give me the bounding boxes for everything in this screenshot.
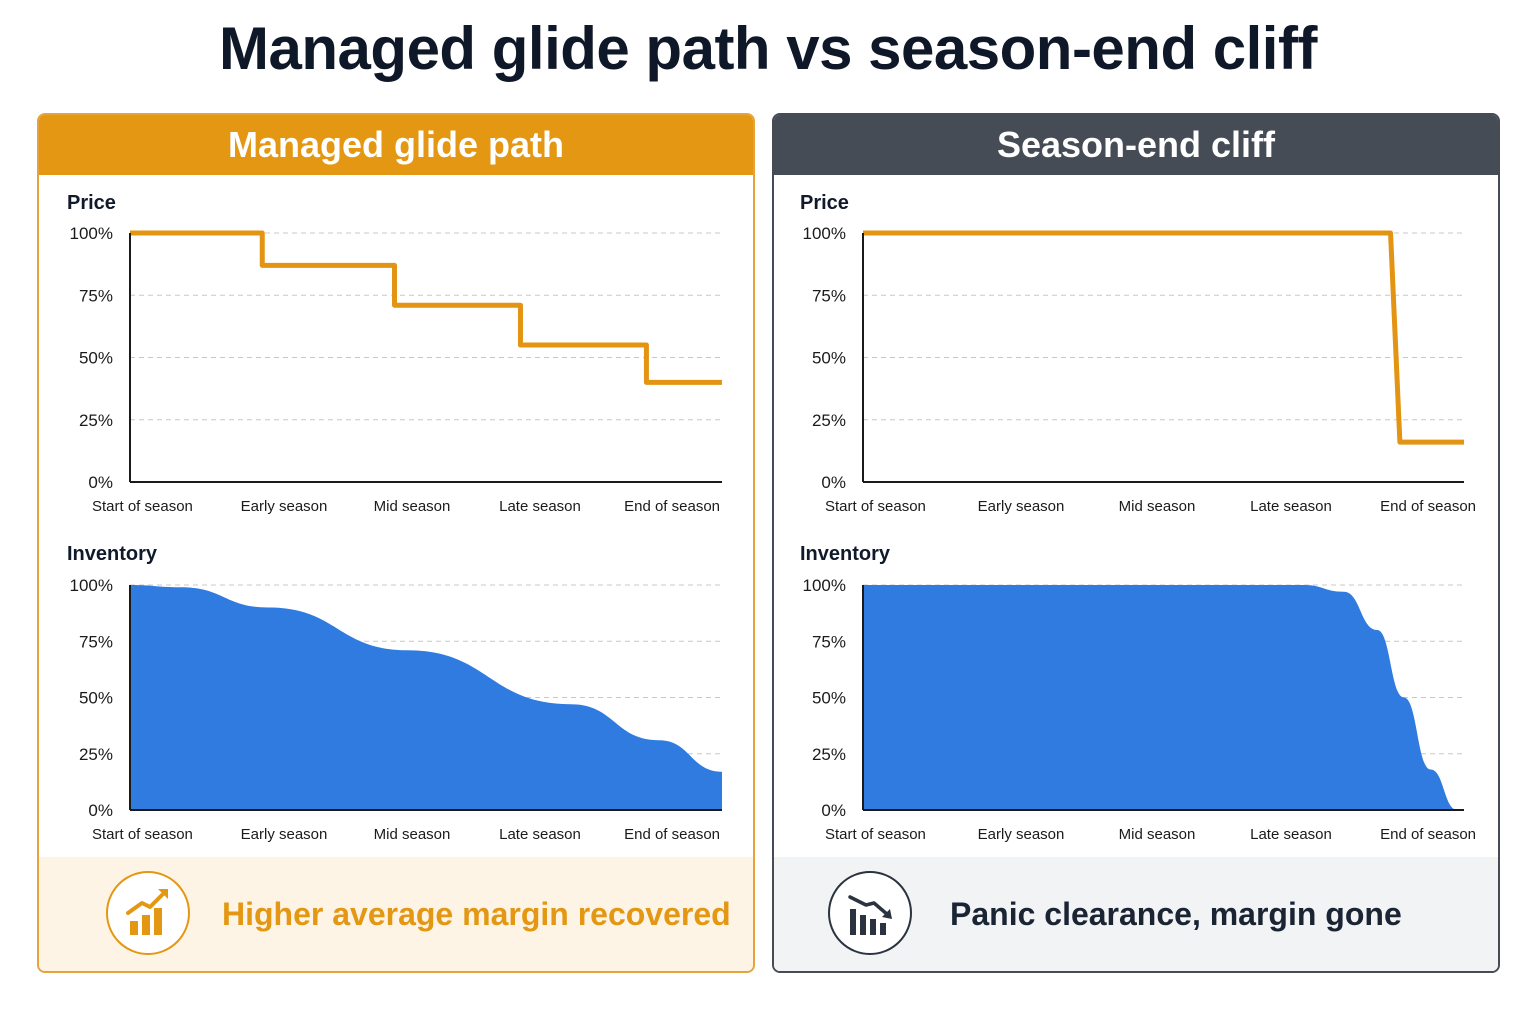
inventory-y-tick-label: 25% [812, 745, 846, 764]
price-x-tick-label: End of season [1380, 498, 1476, 515]
inventory-x-tick-label: Late season [1250, 826, 1332, 843]
footer-text-cliff: Panic clearance, margin gone [950, 896, 1402, 932]
cliff-charts: Price 100% 75% 50% 25% 0% Start of season Early… [800, 192, 1476, 843]
page-title: Managed glide path vs season-end cliff [219, 15, 1317, 82]
price-x-tick-label: Mid season [1119, 498, 1196, 515]
price-x-tick-label: Mid season [374, 498, 451, 515]
price-y-tick-label: 50% [79, 349, 113, 368]
inventory-chart-title: Inventory [800, 543, 891, 565]
price-x-tick-label: End of season [624, 498, 720, 515]
inventory-y-tick-label: 100% [803, 576, 846, 595]
panel-header-cliff: Season-end cliff [774, 115, 1498, 175]
price-x-tick-label: Early season [978, 498, 1065, 515]
inventory-area [130, 585, 722, 810]
price-y-tick-label: 25% [79, 411, 113, 430]
price-x-tick-label: Late season [499, 498, 581, 515]
inventory-x-tick-label: End of season [1380, 826, 1476, 843]
footer-cliff: Panic clearance, margin gone [774, 857, 1498, 971]
footer-text-managed: Higher average margin recovered [222, 896, 731, 932]
inventory-chart-title: Inventory [67, 543, 158, 565]
inventory-x-tick-label: End of season [624, 826, 720, 843]
price-y-tick-label: 25% [812, 411, 846, 430]
price-y-tick-label: 100% [803, 224, 846, 243]
inventory-y-tick-label: 0% [821, 801, 846, 820]
price-x-tick-label: Late season [1250, 498, 1332, 515]
price-chart-title: Price [67, 192, 116, 214]
inventory-y-tick-label: 25% [79, 745, 113, 764]
price-y-tick-label: 50% [812, 349, 846, 368]
inventory-y-tick-label: 50% [79, 689, 113, 708]
inventory-x-tick-label: Early season [978, 826, 1065, 843]
inventory-area [863, 585, 1458, 810]
inventory-x-tick-label: Start of season [825, 826, 926, 843]
inventory-chart: Inventory 100% 75% 50% 25% 0% Start of season E… [800, 543, 1476, 843]
price-y-tick-label: 100% [70, 224, 113, 243]
price-x-tick-label: Early season [241, 498, 328, 515]
price-chart: Price 100% 75% 50% 25% 0% Start of season Early… [67, 192, 722, 515]
price-x-tick-label: Start of season [92, 498, 193, 515]
price-y-tick-label: 75% [79, 286, 113, 305]
inventory-x-tick-label: Late season [499, 826, 581, 843]
inventory-y-tick-label: 75% [812, 632, 846, 651]
price-x-tick-label: Start of season [825, 498, 926, 515]
inventory-chart: Inventory 100% 75% 50% 25% 0% Start of season E… [67, 543, 722, 843]
footer-managed: Higher average margin recovered [39, 857, 753, 971]
price-y-tick-label: 0% [88, 473, 113, 492]
panel-managed-glide-path: Managed glide path Price 100% 75% 50% 25% 0% S… [37, 113, 755, 973]
price-y-tick-label: 75% [812, 286, 846, 305]
inventory-x-tick-label: Start of season [92, 826, 193, 843]
price-y-tick-label: 0% [821, 473, 846, 492]
inventory-x-tick-label: Early season [241, 826, 328, 843]
trend-up-bar-chart-icon [106, 871, 190, 955]
price-chart: Price 100% 75% 50% 25% 0% Start of season Early… [800, 192, 1476, 515]
inventory-x-tick-label: Mid season [374, 826, 451, 843]
trend-down-bar-chart-icon [828, 871, 912, 955]
inventory-y-tick-label: 100% [70, 576, 113, 595]
price-line [130, 230, 722, 385]
panel-season-end-cliff: Season-end cliff Price 100% 75% 50% 25% 0% Sta… [772, 113, 1500, 973]
managed-charts: Price 100% 75% 50% 25% 0% Start of season Early… [67, 192, 722, 843]
inventory-x-tick-label: Mid season [1119, 826, 1196, 843]
panel-header-managed: Managed glide path [39, 115, 753, 175]
inventory-y-tick-label: 75% [79, 632, 113, 651]
price-chart-title: Price [800, 192, 849, 214]
price-line [863, 230, 1464, 445]
inventory-y-tick-label: 50% [812, 689, 846, 708]
inventory-y-tick-label: 0% [88, 801, 113, 820]
